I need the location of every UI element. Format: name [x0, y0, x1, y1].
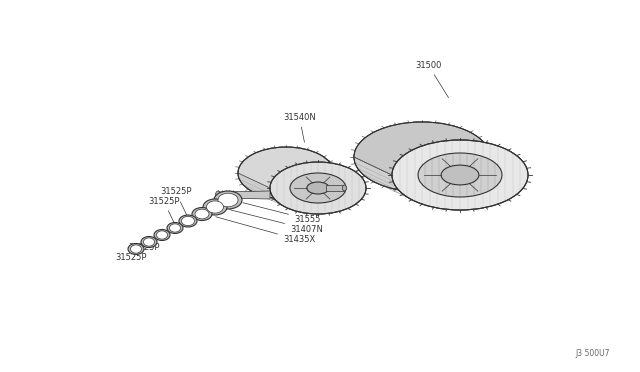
Ellipse shape [418, 153, 502, 197]
Ellipse shape [157, 231, 168, 239]
Ellipse shape [154, 230, 170, 241]
Ellipse shape [290, 173, 346, 203]
Text: 31540N: 31540N [283, 112, 316, 142]
Ellipse shape [195, 209, 209, 219]
Text: 31500: 31500 [415, 61, 449, 97]
Ellipse shape [218, 193, 238, 207]
Text: 31435X: 31435X [216, 217, 316, 244]
Ellipse shape [131, 245, 141, 253]
Ellipse shape [392, 140, 528, 210]
Ellipse shape [342, 185, 346, 191]
Polygon shape [238, 173, 366, 214]
Ellipse shape [307, 182, 329, 194]
Ellipse shape [203, 199, 227, 215]
Ellipse shape [270, 162, 366, 214]
Polygon shape [354, 122, 528, 175]
Text: 31525P: 31525P [115, 250, 147, 263]
Ellipse shape [170, 224, 180, 232]
Ellipse shape [141, 237, 157, 247]
Ellipse shape [238, 147, 334, 199]
Polygon shape [218, 191, 270, 199]
Polygon shape [354, 157, 528, 210]
Ellipse shape [192, 208, 212, 221]
Ellipse shape [216, 191, 221, 199]
Ellipse shape [182, 217, 195, 226]
Text: 31525P: 31525P [160, 187, 191, 219]
Ellipse shape [441, 165, 479, 185]
Ellipse shape [128, 244, 144, 254]
Ellipse shape [207, 201, 223, 213]
Text: 31525P: 31525P [148, 196, 179, 227]
Text: J3 500U7: J3 500U7 [575, 349, 610, 358]
Ellipse shape [214, 191, 242, 209]
Ellipse shape [354, 122, 490, 192]
Ellipse shape [167, 222, 183, 234]
Ellipse shape [179, 215, 197, 227]
Text: 31555: 31555 [243, 203, 321, 224]
Bar [326, 185, 344, 191]
Ellipse shape [143, 238, 154, 246]
Text: 31407N: 31407N [230, 210, 323, 234]
Text: 31525P: 31525P [128, 244, 159, 253]
